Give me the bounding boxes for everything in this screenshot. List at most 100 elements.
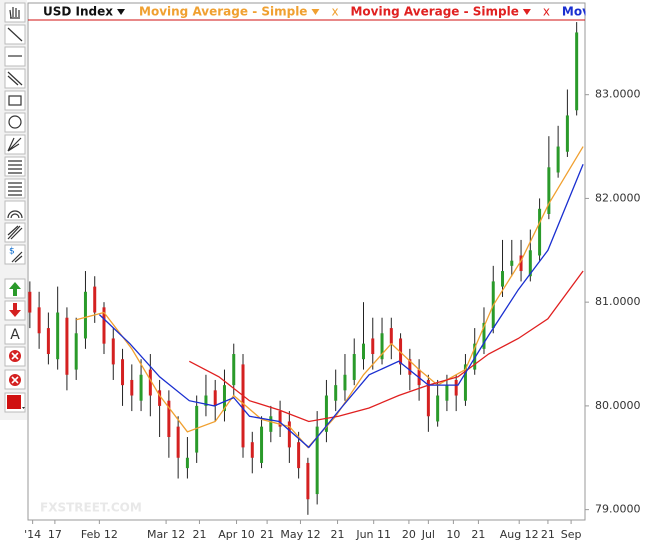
legend-item: Moving Average - Simple	[139, 5, 307, 19]
candle-body	[176, 426, 180, 458]
toolbar-text: A	[10, 327, 20, 343]
moving-average	[98, 163, 584, 449]
candle-body	[46, 328, 50, 355]
tool-arc[interactable]	[4, 200, 26, 221]
legend-item: USD Index	[43, 5, 113, 19]
candle-body	[130, 379, 134, 396]
x-tick-label: Sep	[561, 528, 582, 541]
candle-body	[37, 307, 41, 334]
candle-body	[28, 291, 32, 313]
candle-body	[538, 208, 542, 256]
tool-channel[interactable]	[4, 68, 26, 89]
candle-body	[222, 385, 226, 412]
candles	[28, 22, 579, 515]
moving-average	[188, 270, 584, 423]
candle-body	[575, 32, 579, 111]
plot-area	[27, 2, 586, 521]
tool-hand[interactable]	[4, 2, 26, 23]
legend: USD Index Moving Average - Simple x Moving …	[29, 4, 647, 19]
candle-body	[287, 421, 291, 448]
legend-clip	[585, 0, 647, 20]
tool-dollar[interactable]: $	[4, 244, 26, 265]
candle-body	[241, 364, 245, 448]
tool-fib2[interactable]	[4, 178, 26, 199]
candle-body	[399, 338, 403, 365]
candle-body	[204, 395, 208, 406]
candle-body	[213, 390, 217, 406]
tool-circle[interactable]	[4, 112, 26, 133]
candle-body	[297, 442, 301, 469]
x-tick-label: 10	[446, 528, 460, 541]
x-tick-label: 20	[402, 528, 416, 541]
candle-body	[139, 374, 143, 401]
candle-body	[324, 395, 328, 432]
x-tick-label: 21	[331, 528, 345, 541]
x-tick-label: 21	[192, 528, 206, 541]
candle-body	[83, 291, 87, 339]
candle-body	[501, 271, 505, 287]
candle-body	[111, 338, 115, 365]
candle-body	[371, 338, 375, 355]
tool-down-arrow[interactable]	[4, 300, 26, 321]
candle-body	[195, 405, 199, 453]
candle-body	[556, 146, 560, 173]
x-tick-label: Aug 12	[500, 528, 539, 541]
x-tick-label: Jun 11	[355, 528, 391, 541]
candle-body	[158, 390, 162, 406]
candle-body	[167, 400, 171, 438]
y-tick-label: 82.0000	[595, 191, 641, 204]
legend-item: Moving Average - Simple	[350, 5, 518, 19]
candle-body	[482, 322, 486, 349]
y-tick-label: 80.0000	[595, 399, 641, 412]
candle-body	[510, 260, 514, 266]
candle-body	[454, 379, 458, 396]
candle-body	[306, 462, 310, 500]
candle-body	[250, 442, 254, 458]
watermark: FXSTREET.COM	[40, 501, 142, 515]
tool-line[interactable]	[4, 24, 26, 45]
tool-delete-all[interactable]	[4, 369, 26, 390]
tool-hline[interactable]	[4, 46, 26, 67]
candle-body	[232, 354, 236, 386]
x-tick-label: Mar 12	[147, 528, 185, 541]
candle-body	[56, 312, 60, 360]
candle-body	[361, 343, 365, 360]
candle-body	[74, 333, 78, 370]
y-tick-label: 83.0000	[595, 88, 641, 101]
tool-rect[interactable]	[4, 90, 26, 111]
tool-up-arrow[interactable]	[4, 278, 26, 299]
candle-body	[315, 426, 319, 495]
tool-text[interactable]: A	[4, 324, 26, 345]
candle-body	[408, 359, 412, 375]
x-tick-label: 21	[471, 528, 485, 541]
candle-body	[260, 426, 264, 463]
tool-pitchfork[interactable]	[4, 134, 26, 155]
candle-body	[185, 457, 189, 469]
legend-close: x	[543, 5, 550, 19]
tool-fan[interactable]	[4, 222, 26, 243]
tool-delete[interactable]	[4, 346, 26, 367]
tool-color[interactable]	[4, 392, 26, 413]
candle-body	[352, 354, 356, 380]
toolbar: $ A	[0, 0, 27, 420]
candle-body	[343, 374, 347, 391]
candle-body	[93, 286, 97, 313]
x-tick-label: May 12	[280, 528, 320, 541]
candle-body	[519, 255, 523, 272]
x-tick-label: Feb 12	[81, 528, 118, 541]
legend-close: x	[331, 5, 338, 19]
candle-body	[445, 385, 449, 401]
legend-dropdown	[117, 9, 126, 15]
candle-body	[473, 343, 477, 370]
candle-body	[565, 115, 569, 152]
x-tick-label: '14	[24, 528, 41, 541]
candle-body	[148, 369, 152, 396]
candle-body	[121, 359, 125, 386]
tool-fib[interactable]	[4, 156, 26, 177]
candle-body	[380, 333, 384, 360]
candle-body	[463, 364, 467, 401]
candle-body	[278, 411, 282, 427]
x-tick-label: 21	[541, 528, 555, 541]
candle-body	[547, 167, 551, 214]
